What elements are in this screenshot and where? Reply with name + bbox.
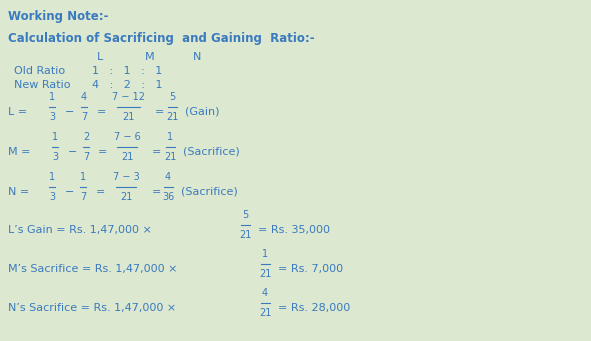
Text: −: − <box>65 107 74 117</box>
Text: L =: L = <box>8 107 27 117</box>
Text: (Sacrifice): (Sacrifice) <box>181 187 238 197</box>
Text: New Ratio: New Ratio <box>14 80 70 90</box>
Text: =: = <box>97 107 106 117</box>
Text: N’s Sacrifice = Rs. 1,47,000 ×: N’s Sacrifice = Rs. 1,47,000 × <box>8 303 176 313</box>
Text: 5: 5 <box>169 92 175 102</box>
Text: 3: 3 <box>49 192 55 202</box>
Text: N =: N = <box>8 187 29 197</box>
Text: −: − <box>68 147 77 157</box>
Text: M =: M = <box>8 147 31 157</box>
Text: = Rs. 28,000: = Rs. 28,000 <box>278 303 350 313</box>
Text: 4: 4 <box>262 288 268 298</box>
Text: = Rs. 7,000: = Rs. 7,000 <box>278 264 343 274</box>
Text: 7 − 3: 7 − 3 <box>113 172 139 182</box>
Text: 1: 1 <box>49 92 55 102</box>
Text: =: = <box>96 187 105 197</box>
Text: 21: 21 <box>164 152 176 162</box>
Text: = Rs. 35,000: = Rs. 35,000 <box>258 225 330 235</box>
Text: 36: 36 <box>162 192 174 202</box>
Text: 21: 21 <box>259 308 271 318</box>
Text: 3: 3 <box>52 152 58 162</box>
Text: 1: 1 <box>80 172 86 182</box>
Text: M’s Sacrifice = Rs. 1,47,000 ×: M’s Sacrifice = Rs. 1,47,000 × <box>8 264 177 274</box>
Text: 7 − 6: 7 − 6 <box>113 132 141 142</box>
Text: (Sacrifice): (Sacrifice) <box>183 147 240 157</box>
Text: Calculation of Sacrificing  and Gaining  Ratio:-: Calculation of Sacrificing and Gaining R… <box>8 32 314 45</box>
Text: 2: 2 <box>83 132 89 142</box>
Text: N: N <box>193 52 202 62</box>
Text: 7 − 12: 7 − 12 <box>112 92 145 102</box>
Text: =: = <box>152 187 161 197</box>
Text: 4   :   2   :   1: 4 : 2 : 1 <box>92 80 163 90</box>
Text: 4: 4 <box>81 92 87 102</box>
Text: 3: 3 <box>49 112 55 122</box>
Text: 1: 1 <box>262 249 268 259</box>
Text: (Gain): (Gain) <box>185 107 219 117</box>
Text: Old Ratio: Old Ratio <box>14 66 65 76</box>
Text: =: = <box>155 107 164 117</box>
Text: Working Note:-: Working Note:- <box>8 10 109 23</box>
Text: 7: 7 <box>83 152 89 162</box>
Text: 21: 21 <box>122 112 134 122</box>
Text: 1: 1 <box>49 172 55 182</box>
Text: =: = <box>98 147 108 157</box>
Text: 21: 21 <box>166 112 178 122</box>
Text: 7: 7 <box>80 192 86 202</box>
Text: 1: 1 <box>52 132 58 142</box>
Text: 7: 7 <box>81 112 87 122</box>
Text: 21: 21 <box>239 230 251 240</box>
Text: 1   :   1   :   1: 1 : 1 : 1 <box>92 66 163 76</box>
Text: =: = <box>152 147 161 157</box>
Text: 4: 4 <box>165 172 171 182</box>
Text: L: L <box>97 52 103 62</box>
Text: 21: 21 <box>120 192 132 202</box>
Text: 5: 5 <box>242 210 248 220</box>
Text: L’s Gain = Rs. 1,47,000 ×: L’s Gain = Rs. 1,47,000 × <box>8 225 152 235</box>
Text: 1: 1 <box>167 132 173 142</box>
Text: −: − <box>65 187 74 197</box>
Text: 21: 21 <box>259 269 271 279</box>
Text: 21: 21 <box>121 152 133 162</box>
Text: M: M <box>145 52 155 62</box>
